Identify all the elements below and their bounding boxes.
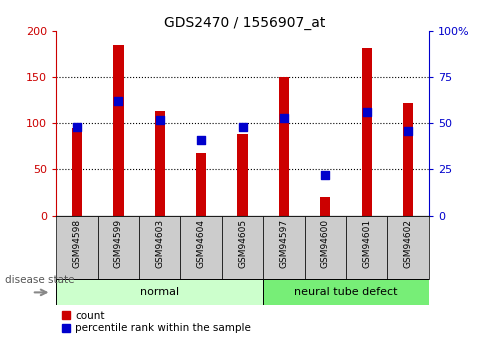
- Point: [404, 128, 412, 134]
- Text: GSM94604: GSM94604: [196, 219, 206, 268]
- Bar: [403, 103, 413, 216]
- Point: [321, 172, 329, 178]
- Bar: [56, 279, 263, 305]
- Bar: [362, 48, 372, 216]
- Legend: count, percentile rank within the sample: count, percentile rank within the sample: [62, 310, 251, 333]
- Bar: [180, 216, 222, 279]
- Text: disease state: disease state: [5, 275, 74, 285]
- Bar: [72, 128, 82, 216]
- Bar: [155, 111, 165, 216]
- Point: [197, 137, 205, 143]
- Bar: [113, 45, 123, 216]
- Bar: [305, 216, 346, 279]
- Text: normal: normal: [140, 287, 179, 297]
- Bar: [388, 216, 429, 279]
- Text: GSM94600: GSM94600: [321, 219, 330, 268]
- Text: neural tube defect: neural tube defect: [294, 287, 398, 297]
- Text: GSM94599: GSM94599: [114, 219, 123, 268]
- Text: GSM94605: GSM94605: [238, 219, 247, 268]
- Text: GDS2470 / 1556907_at: GDS2470 / 1556907_at: [164, 16, 326, 30]
- Text: GSM94603: GSM94603: [155, 219, 164, 268]
- Bar: [279, 77, 289, 216]
- Text: GSM94602: GSM94602: [404, 219, 413, 268]
- Bar: [98, 216, 139, 279]
- Text: GSM94598: GSM94598: [73, 219, 81, 268]
- Bar: [222, 216, 263, 279]
- Point: [239, 124, 246, 130]
- Point: [73, 124, 81, 130]
- Text: GSM94601: GSM94601: [362, 219, 371, 268]
- Text: GSM94597: GSM94597: [279, 219, 289, 268]
- Bar: [320, 197, 330, 216]
- Point: [115, 98, 122, 104]
- Bar: [237, 135, 248, 216]
- Bar: [346, 216, 388, 279]
- Bar: [263, 279, 429, 305]
- Point: [363, 109, 370, 115]
- Bar: [139, 216, 180, 279]
- Point: [156, 117, 164, 122]
- Point: [280, 115, 288, 120]
- Bar: [56, 216, 98, 279]
- Bar: [196, 153, 206, 216]
- Bar: [263, 216, 305, 279]
